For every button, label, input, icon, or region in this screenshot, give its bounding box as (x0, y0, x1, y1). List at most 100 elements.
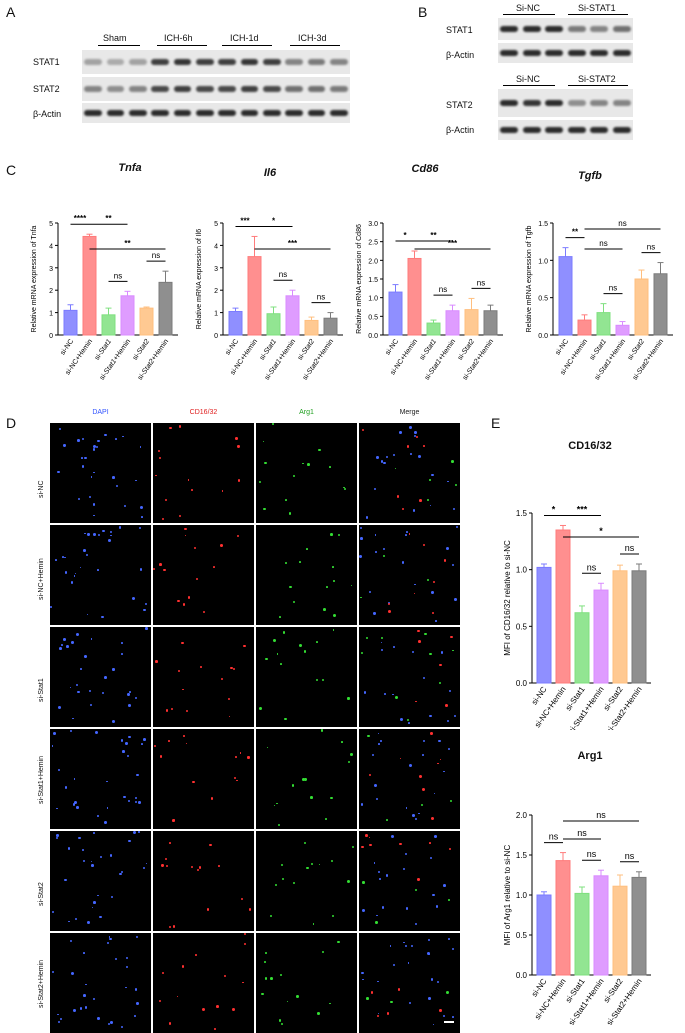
bar (158, 281, 173, 336)
cell-signal (429, 714, 432, 718)
blot-band (106, 59, 125, 65)
cell-signal (390, 835, 394, 839)
cell-signal (431, 612, 435, 615)
blot-band (173, 86, 192, 92)
significance-label: ns (549, 832, 559, 842)
cell-signal (316, 640, 318, 643)
y-tick-label: 2 (214, 288, 218, 295)
bar (426, 322, 441, 336)
cell-signal (440, 651, 444, 654)
significance-label: ns (625, 851, 635, 861)
y-tick-label: 2 (49, 288, 53, 295)
group-label-ich-1d: ICH-1d (230, 33, 259, 43)
bar (82, 235, 97, 336)
micrograph-row-label: si-Stat2+Hemin (38, 959, 45, 1008)
cell-signal (429, 504, 432, 507)
blot-row-label-actin: β-Actin (446, 50, 475, 60)
cell-signal (361, 971, 365, 975)
blot-band (500, 100, 519, 106)
cell-signal (445, 546, 449, 550)
cell-signal (380, 636, 383, 639)
cell-signal (176, 995, 179, 998)
y-tick-label: 5 (214, 221, 218, 228)
cell-signal (452, 1016, 454, 1019)
cell-signal (71, 972, 75, 976)
cell-signal (89, 690, 92, 693)
cell-signal (449, 799, 452, 802)
cell-signal (138, 801, 141, 805)
cell-signal (277, 823, 281, 827)
micrograph-cell (256, 423, 357, 523)
micrograph-cell (256, 933, 357, 1033)
bar (634, 278, 649, 336)
cell-signal (379, 878, 382, 880)
cell-signal (369, 843, 372, 847)
cell-signal (429, 479, 431, 482)
cell-signal (228, 715, 231, 718)
cell-signal (125, 986, 127, 989)
significance-label: ns (279, 270, 287, 279)
cell-signal (69, 686, 72, 689)
blot-strip-actin (498, 43, 633, 63)
cell-signal (57, 1013, 59, 1016)
blot-strip-stat2 (82, 77, 350, 101)
cell-signal (163, 568, 166, 572)
cell-signal (435, 620, 437, 622)
cell-signal (317, 1011, 320, 1015)
bar (63, 309, 78, 336)
bar (653, 273, 668, 336)
cell-signal (177, 669, 181, 673)
blot-band (567, 100, 586, 106)
cell-signal (412, 509, 415, 512)
cell-signal (274, 883, 278, 887)
cell-signal (429, 856, 433, 860)
cell-signal (104, 821, 108, 825)
cell-signal (304, 778, 307, 781)
cell-signal (134, 987, 138, 991)
cell-signal (184, 527, 187, 531)
micrograph-cell (153, 831, 254, 931)
cell-signal (221, 678, 224, 681)
cell-signal (414, 434, 417, 438)
cell-signal (248, 908, 252, 912)
blot-band (84, 86, 103, 92)
cell-signal (359, 526, 363, 530)
cell-signal (184, 534, 187, 537)
cell-signal (202, 1008, 206, 1012)
group-underline (222, 45, 272, 46)
cell-signal (77, 439, 80, 442)
cell-signal (359, 555, 363, 559)
micrograph-cell (50, 933, 151, 1033)
cell-signal (264, 961, 266, 964)
y-tick-label: 2.0 (368, 258, 378, 265)
cell-signal (451, 947, 455, 950)
cell-signal (448, 899, 451, 901)
cell-signal (187, 479, 190, 481)
significance-label: * (552, 504, 556, 514)
cell-signal (135, 797, 138, 800)
cell-signal (220, 544, 223, 547)
cell-signal (303, 842, 307, 845)
significance-label: ns (587, 849, 597, 859)
micrograph-cell (153, 423, 254, 523)
group-underline (503, 14, 555, 15)
cell-signal (55, 834, 59, 837)
cell-signal (73, 778, 76, 780)
cell-signal (67, 847, 71, 851)
category-label: si-Stat1 (419, 338, 438, 362)
cell-signal (97, 814, 99, 817)
micrograph-column-header: DAPI (92, 409, 109, 416)
chart-title-il6: Il6 (263, 167, 277, 179)
y-axis-label: Relative mRNA expression of Il6 (196, 229, 203, 329)
significance-label: ns (114, 271, 122, 280)
cell-signal (75, 632, 79, 636)
cell-signal (273, 638, 277, 642)
cell-signal (415, 700, 417, 703)
cell-signal (200, 666, 203, 669)
cell-signal (377, 980, 379, 983)
cell-signal (79, 566, 82, 569)
cell-signal (108, 1023, 111, 1026)
cell-signal (183, 603, 186, 606)
cell-signal (377, 732, 380, 735)
cell-signal (128, 703, 132, 707)
